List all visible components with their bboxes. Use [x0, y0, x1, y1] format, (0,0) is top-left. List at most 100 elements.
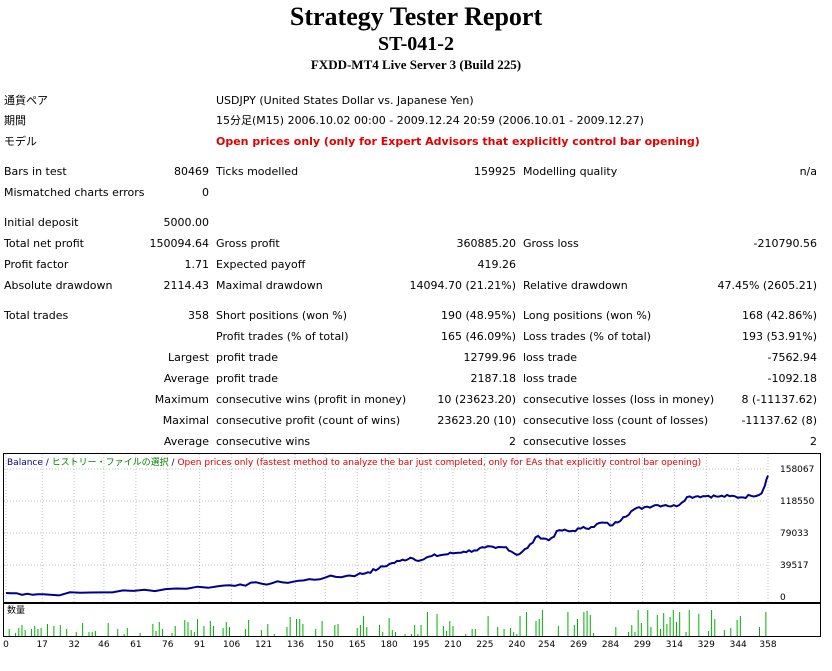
y-tick-label: 79033 — [780, 529, 809, 539]
reldd-value: 47.45% (2605.21) — [717, 279, 817, 292]
deposit-label: Initial deposit — [4, 216, 79, 229]
balance-chart: Balance / ヒストリー・ファイルの選択 / Open prices on… — [3, 453, 821, 603]
short-label: Short positions (won %) — [216, 309, 348, 322]
x-tick-label: 150 — [317, 640, 334, 650]
maxdd-value: 14094.70 (21.21%) — [409, 279, 516, 292]
legend-sep-2: / — [169, 458, 178, 468]
x-tick-label: 254 — [538, 640, 555, 650]
maximal-profit-value: 23623.20 (10) — [437, 414, 516, 427]
largest-label: Largest — [168, 351, 209, 364]
volume-frame — [3, 603, 821, 637]
maxdd-label: Maximal drawdown — [216, 279, 323, 292]
symbol-value: USDJPY (United States Dollar vs. Japanes… — [216, 94, 474, 107]
chart-frame — [3, 453, 821, 603]
x-tick-label: 225 — [476, 640, 493, 650]
x-tick-label: 76 — [162, 640, 174, 650]
mismatch-label: Mismatched charts errors — [4, 186, 145, 199]
x-tick-label: 195 — [412, 640, 429, 650]
quality-label: Modelling quality — [523, 165, 618, 178]
bars-value: 80469 — [174, 165, 209, 178]
y-tick-label: 0 — [780, 593, 786, 603]
server-name: FXDD-MT4 Live Server 3 (Build 225) — [310, 57, 522, 72]
payoff-label: Expected payoff — [216, 258, 306, 271]
grossloss-value: -210790.56 — [753, 237, 817, 250]
x-tick-label: 46 — [98, 640, 110, 650]
balance-line — [5, 475, 769, 597]
chart-legend: Balance / ヒストリー・ファイルの選択 / Open prices on… — [7, 456, 701, 468]
average-label: Average — [163, 372, 209, 385]
y-tick-label: 158067 — [780, 465, 814, 475]
pf-label: Profit factor — [4, 258, 69, 271]
largest-profit-label: profit trade — [216, 351, 279, 364]
avg-losses-value: 2 — [810, 435, 817, 448]
x-tick-label: 344 — [730, 640, 747, 650]
x-axis-labels: 0 17 32 46 61 76 91 106 121 136 150 165 180 195 210 225… — [3, 640, 777, 650]
avgcons-label: Average — [163, 435, 209, 448]
max-losses-label: consecutive losses (loss in money) — [523, 393, 715, 406]
legend-balance: Balance — [7, 458, 43, 468]
netprofit-value: 150094.64 — [149, 237, 210, 250]
x-tick-label: 358 — [759, 640, 776, 650]
x-tick-label: 180 — [381, 640, 398, 650]
report-subtitle: ST-041-2 — [378, 33, 454, 55]
ptrades-value: 165 (46.09%) — [440, 330, 516, 343]
largest-loss-value: -7562.94 — [767, 351, 817, 364]
x-tick-label: 284 — [602, 640, 619, 650]
average-loss-label: loss trade — [523, 372, 578, 385]
average-profit-value: 2187.18 — [470, 372, 517, 385]
volume-label: 数量 — [7, 604, 25, 616]
ticks-label: Ticks modelled — [216, 165, 299, 178]
largest-profit-value: 12799.96 — [463, 351, 517, 364]
x-tick-label: 240 — [508, 640, 525, 650]
netprofit-label: Total net profit — [4, 237, 84, 250]
max-losses-value: 8 (-11137.62) — [741, 393, 817, 406]
x-tick-label: 299 — [634, 640, 651, 650]
avg-losses-label: consecutive losses — [523, 435, 627, 448]
legend-mode: Open prices only (fastest method to anal… — [177, 458, 701, 468]
max-wins-label: consecutive wins (profit in money) — [216, 393, 407, 406]
quality-value: n/a — [799, 165, 817, 178]
symbol-label: 通貨ペア — [4, 94, 48, 107]
model-value: Open prices only (only for Expert Adviso… — [216, 135, 700, 148]
largest-loss-label: loss trade — [523, 351, 578, 364]
maximal-loss-label: consecutive loss (count of losses) — [523, 414, 709, 427]
legend-sep-1: / — [43, 458, 52, 468]
grossprofit-label: Gross profit — [216, 237, 280, 250]
bars-label: Bars in test — [4, 165, 67, 178]
x-tick-label: 61 — [130, 640, 141, 650]
grossprofit-value: 360885.20 — [456, 237, 517, 250]
ltrades-value: 193 (53.91%) — [741, 330, 817, 343]
max-wins-value: 10 (23623.20) — [437, 393, 516, 406]
absdd-label: Absolute drawdown — [4, 279, 113, 292]
pf-value: 1.71 — [184, 258, 210, 271]
x-tick-label: 329 — [698, 640, 715, 650]
x-tick-label: 210 — [444, 640, 461, 650]
x-tick-label: 32 — [68, 640, 79, 650]
volume-bars — [8, 610, 767, 636]
absdd-value: 2114.43 — [163, 279, 210, 292]
x-tick-label: 91 — [194, 640, 205, 650]
maximal-label: Maximal — [162, 414, 209, 427]
ptrades-label: Profit trades (% of total) — [216, 330, 349, 343]
payoff-value: 419.26 — [477, 258, 517, 271]
mismatch-value: 0 — [202, 186, 209, 199]
trades-label: Total trades — [4, 309, 69, 322]
volume-panel: 数量 — [3, 603, 821, 637]
reldd-label: Relative drawdown — [523, 279, 628, 292]
legend-history: ヒストリー・ファイルの選択 — [52, 456, 169, 468]
avg-wins-label: consecutive wins — [216, 435, 311, 448]
report-title: Strategy Tester Report — [289, 2, 543, 31]
deposit-value: 5000.00 — [163, 216, 210, 229]
trades-value: 358 — [188, 309, 209, 322]
ticks-value: 159925 — [474, 165, 516, 178]
x-tick-label: 121 — [255, 640, 272, 650]
maximum-label: Maximum — [154, 393, 209, 406]
grossloss-label: Gross loss — [523, 237, 579, 250]
maximal-loss-value: -11137.62 (8) — [741, 414, 817, 427]
x-tick-label: 269 — [570, 640, 587, 650]
x-tick-label: 17 — [36, 640, 47, 650]
short-value: 190 (48.95%) — [440, 309, 516, 322]
model-label: モデル — [4, 135, 37, 148]
x-tick-label: 106 — [223, 640, 240, 650]
y-tick-label: 118550 — [780, 497, 815, 507]
